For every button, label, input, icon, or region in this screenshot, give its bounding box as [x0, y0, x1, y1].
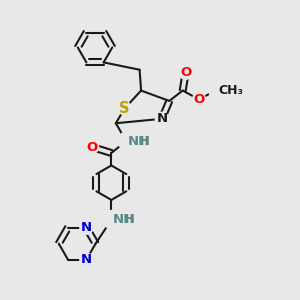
Circle shape	[118, 102, 131, 115]
Text: CH₃: CH₃	[218, 84, 243, 97]
Text: O: O	[194, 93, 205, 106]
Circle shape	[118, 132, 137, 151]
Circle shape	[85, 140, 99, 154]
Text: S: S	[119, 101, 130, 116]
Text: N: N	[81, 253, 92, 266]
Text: N: N	[156, 112, 167, 125]
Circle shape	[80, 253, 93, 266]
Circle shape	[179, 66, 192, 79]
Circle shape	[209, 81, 228, 100]
Text: NH: NH	[128, 135, 150, 148]
Text: O: O	[86, 140, 98, 154]
Circle shape	[103, 210, 122, 230]
Text: H: H	[125, 213, 135, 226]
Text: NH: NH	[113, 213, 135, 226]
Circle shape	[155, 112, 168, 125]
Text: O: O	[180, 66, 191, 79]
Text: N: N	[81, 221, 92, 234]
Text: H: H	[140, 135, 149, 148]
Circle shape	[80, 221, 93, 234]
Circle shape	[193, 93, 206, 106]
